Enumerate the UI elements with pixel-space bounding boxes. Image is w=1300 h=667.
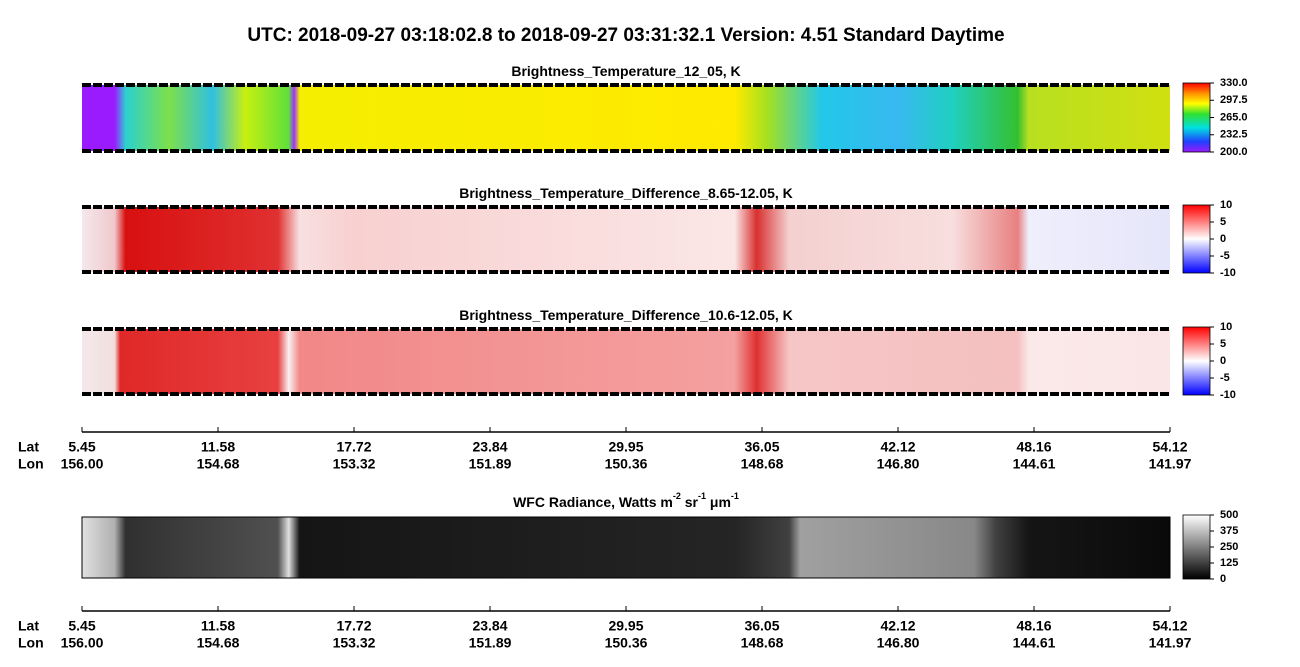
figure-title: UTC: 2018-09-27 03:18:02.8 to 2018-09-27… [247, 25, 1004, 46]
colorbar-label: 232.5 [1220, 129, 1248, 141]
panel-title: Brightness_Temperature_Difference_10.6-1… [459, 307, 793, 323]
colorbar-label: 265.0 [1220, 111, 1248, 123]
lat-value: 36.05 [744, 439, 779, 455]
superscript: -1 [731, 491, 739, 501]
panel-title: Brightness_Temperature_Difference_8.65-1… [459, 185, 793, 201]
lon-value: 154.68 [197, 456, 240, 472]
lat-value: 54.12 [1152, 439, 1187, 455]
superscript: -2 [673, 491, 681, 501]
colorbar-label: 0 [1220, 355, 1226, 367]
panel-title: Brightness_Temperature_12_05, K [511, 63, 740, 79]
title-text: μm [706, 494, 731, 510]
lat-value: 42.12 [880, 439, 915, 455]
colorbar [1182, 204, 1211, 274]
lon-value: 146.80 [877, 635, 920, 651]
lon-label: Lon [18, 456, 44, 472]
colorbar-label: 500 [1220, 509, 1238, 521]
colorbar [1182, 326, 1211, 396]
lat-value: 36.05 [744, 618, 779, 634]
lon-value: 144.61 [1013, 635, 1056, 651]
lat-value: 42.12 [880, 618, 915, 634]
lon-value: 156.00 [61, 635, 104, 651]
lon-label: Lon [18, 635, 44, 651]
lat-value: 48.16 [1016, 618, 1051, 634]
colorbar-label: 375 [1220, 525, 1238, 537]
lon-value: 141.97 [1149, 635, 1192, 651]
colorbar [1182, 82, 1211, 153]
colorbar-label: 0 [1220, 573, 1226, 585]
image-strip [82, 85, 1170, 151]
lat-value: 5.45 [68, 439, 95, 455]
lon-value: 153.32 [333, 635, 376, 651]
lon-value: 156.00 [61, 456, 104, 472]
colorbar-label: -5 [1220, 372, 1230, 384]
lat-value: 29.95 [608, 439, 643, 455]
title-text: sr [681, 494, 699, 510]
colorbar-label: 297.5 [1220, 94, 1248, 106]
lat-value: 11.58 [201, 439, 235, 455]
colorbar-label: -10 [1220, 389, 1236, 401]
title-text: WFC Radiance, Watts m [513, 494, 673, 510]
colorbar-label: 250 [1220, 541, 1238, 553]
superscript: -1 [698, 491, 706, 501]
colorbar-label: -5 [1220, 250, 1230, 262]
image-strip [82, 207, 1170, 272]
lat-value: 23.84 [472, 618, 507, 634]
lon-value: 148.68 [741, 456, 784, 472]
colorbar-label: 330.0 [1220, 77, 1248, 89]
lon-value: 151.89 [469, 635, 512, 651]
lat-value: 23.84 [472, 439, 507, 455]
lon-value: 150.36 [605, 635, 648, 651]
lon-value: 146.80 [877, 456, 920, 472]
lon-value: 148.68 [741, 635, 784, 651]
lat-value: 48.16 [1016, 439, 1051, 455]
title-text: Brightness_Temperature_Difference_8.65-1… [459, 185, 793, 201]
colorbar-label: 0 [1220, 233, 1226, 245]
lat-value: 11.58 [201, 618, 235, 634]
colorbar-label: 125 [1220, 557, 1238, 569]
lon-value: 144.61 [1013, 456, 1056, 472]
lon-value: 153.32 [333, 456, 376, 472]
lon-value: 150.36 [605, 456, 648, 472]
colorbar-label: 10 [1220, 199, 1232, 211]
title-text: Brightness_Temperature_Difference_10.6-1… [459, 307, 793, 323]
title-text: Brightness_Temperature_12_05, K [511, 63, 740, 79]
lon-value: 154.68 [197, 635, 240, 651]
colorbar [1182, 514, 1211, 580]
colorbar-label: 10 [1220, 321, 1232, 333]
colorbar-label: 5 [1220, 338, 1226, 350]
colorbar-label: -10 [1220, 267, 1236, 279]
image-strip [81, 516, 1171, 579]
panel-title: WFC Radiance, Watts m-2 sr-1 μm-1 [513, 491, 739, 509]
lat-value: 5.45 [68, 618, 95, 634]
lat-value: 17.72 [336, 618, 371, 634]
colorbar-label: 5 [1220, 216, 1226, 228]
colorbar-label: 200.0 [1220, 146, 1248, 158]
lat-label: Lat [18, 439, 39, 455]
lat-value: 29.95 [608, 618, 643, 634]
lon-value: 151.89 [469, 456, 512, 472]
lat-value: 54.12 [1152, 618, 1187, 634]
lon-value: 141.97 [1149, 456, 1192, 472]
lat-label: Lat [18, 618, 39, 634]
image-strip [82, 329, 1170, 394]
lat-value: 17.72 [336, 439, 371, 455]
